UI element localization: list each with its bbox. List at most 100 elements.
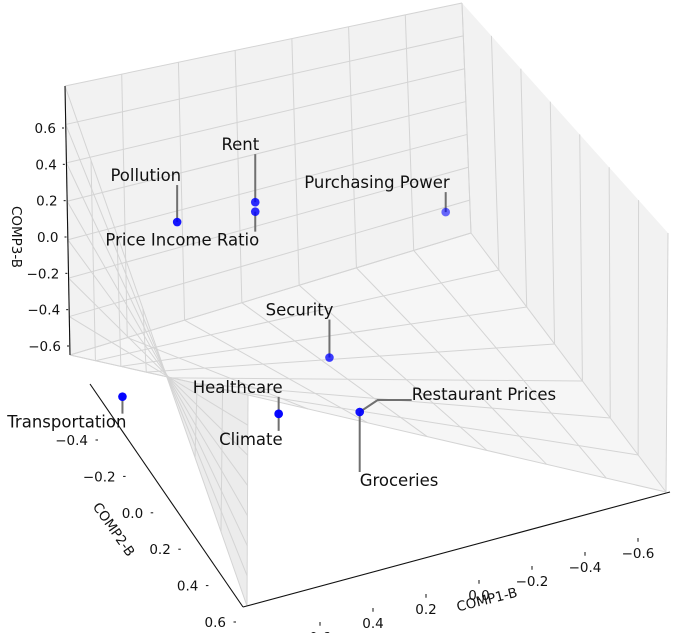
grid-line — [64, 2, 463, 87]
grid-line — [67, 239, 248, 486]
floor-pane — [70, 233, 666, 492]
grid-line — [69, 316, 249, 426]
grid-line — [177, 62, 186, 321]
grid-line — [116, 234, 122, 367]
point-label: Rent — [221, 135, 259, 154]
grid-line — [413, 250, 607, 479]
grid-line — [470, 232, 667, 493]
z-tick-label: 0.6 — [35, 121, 56, 137]
grid-line — [291, 38, 300, 286]
z-tick-label: 0.2 — [36, 194, 57, 210]
data-point — [274, 409, 283, 419]
right-pane — [462, 3, 668, 492]
y-tick-label: 0.4 — [177, 579, 198, 595]
x-tick-label: −0.2 — [516, 574, 549, 590]
grid-line — [90, 160, 96, 361]
z-tick-label: 0.0 — [37, 230, 58, 246]
grid-line — [127, 337, 308, 410]
grid-line — [665, 232, 669, 493]
grid-line — [490, 35, 500, 271]
y-tick-label: 0.0 — [122, 506, 143, 522]
data-point — [325, 353, 334, 362]
z-tick-label: −0.2 — [27, 266, 60, 282]
grid-line — [348, 26, 357, 268]
grid-line — [66, 201, 248, 516]
y-tick-label: 0.2 — [149, 542, 170, 558]
point-label: Price Income Ratio — [105, 231, 259, 250]
x-tick-label: 0.0 — [468, 588, 489, 604]
y-tick-label: 0.6 — [205, 615, 226, 631]
grid-line — [234, 50, 243, 303]
grid-line — [65, 35, 464, 125]
grid-line — [69, 354, 249, 396]
grid-line — [520, 68, 528, 308]
point-label: Transportation — [6, 413, 126, 432]
x-axis-line — [242, 491, 671, 608]
grid-line — [67, 133, 468, 241]
grid-line — [298, 284, 488, 451]
y-axis-line — [89, 383, 244, 608]
z-tick-label: −0.6 — [28, 339, 61, 355]
grid-line — [121, 74, 128, 338]
z-axis-line — [64, 85, 71, 356]
data-point — [172, 217, 182, 227]
point-label: Groceries — [360, 471, 439, 490]
grid-line — [69, 232, 472, 356]
grid-line — [171, 377, 583, 382]
grid-line — [65, 162, 248, 546]
grid-line — [142, 308, 147, 373]
axes-panes — [65, 3, 668, 606]
data-point — [250, 207, 260, 216]
grid-line — [404, 14, 415, 251]
grid-line — [608, 167, 611, 419]
data-points — [118, 197, 451, 419]
tick-labels: 0.6 0.4 0.2 0.0 −0.2 −0.4 −0.6 −0.4 −0.2 0.0 0.2 0.… — [27, 121, 655, 633]
leader-line — [359, 399, 412, 413]
grid-line — [461, 2, 472, 234]
data-point — [250, 197, 260, 207]
grid-line — [65, 124, 248, 577]
grid-line — [184, 319, 368, 424]
y-tick-label: −0.4 — [55, 433, 88, 449]
grid-line — [356, 267, 547, 465]
data-point — [441, 207, 451, 217]
grid-line — [120, 306, 527, 367]
grid-line — [95, 269, 499, 362]
data-point — [118, 392, 127, 401]
point-label: Healthcare — [193, 378, 283, 397]
point-label: Security — [266, 301, 334, 320]
x-tick-label: −0.6 — [622, 546, 655, 562]
z-tick-label: 0.4 — [35, 157, 56, 173]
grid-line — [68, 166, 469, 279]
data-point — [355, 407, 365, 417]
x-tick-label: 0.4 — [362, 616, 383, 632]
x-tick-label: 0.2 — [415, 602, 436, 618]
grid-line — [67, 101, 466, 202]
z-tick-label: −0.4 — [27, 303, 60, 319]
axis-lines — [64, 85, 671, 608]
point-labels: Transportation Pollution Rent Price Income … — [6, 135, 556, 490]
y-tick-label: −0.2 — [83, 469, 116, 485]
grid-line — [69, 199, 470, 318]
grid-line — [247, 394, 667, 493]
point-label: Pollution — [110, 166, 181, 185]
grid-line — [579, 134, 583, 382]
grid-line — [194, 383, 198, 458]
left-pane — [65, 86, 248, 606]
point-label: Climate — [219, 430, 283, 449]
x-tick-label: 0.6 — [309, 630, 330, 633]
grid-line — [66, 68, 465, 164]
grid-line — [220, 389, 224, 532]
point-label: Purchasing Power — [304, 173, 450, 192]
grid-lines — [64, 2, 669, 607]
point-label: Restaurant Prices — [412, 385, 556, 404]
grid-line — [241, 302, 428, 437]
grid-line — [222, 388, 639, 456]
z-axis-label: COMP3-B — [8, 206, 24, 268]
grid-line — [64, 85, 248, 607]
grid-line — [146, 343, 555, 373]
grid-line — [549, 101, 556, 345]
leader-lines — [121, 154, 447, 472]
grid-line — [246, 394, 249, 607]
